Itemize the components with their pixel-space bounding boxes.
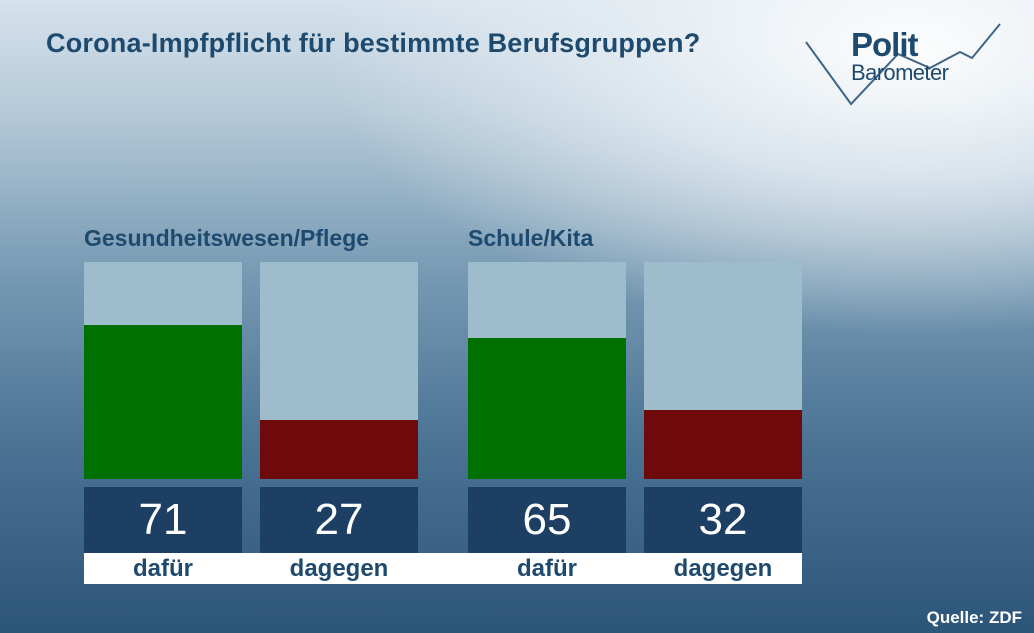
category-label-gesundheit-dafuer: dafür (133, 555, 193, 582)
value-label-schule-dagegen: 32 (644, 487, 802, 553)
logo-zigzag-icon (805, 23, 1001, 106)
bar-track (644, 262, 802, 479)
category-label-schule-dafuer: dafür (517, 555, 577, 582)
value-label-schule-dafuer: 65 (468, 487, 626, 553)
source-note: Quelle: ZDF (926, 608, 1022, 627)
category-label-schule-dagegen: dagegen (673, 555, 773, 582)
logo-polit-text: Polit (851, 26, 918, 63)
group-label-gesundheit: Gesundheitswesen/Pflege (84, 225, 370, 251)
group-label-schule: Schule/Kita (468, 225, 594, 251)
politbarometer-logo: Polit Barometer (800, 18, 1005, 110)
value-label-gesundheit-dafuer: 71 (84, 487, 242, 553)
bar-track (468, 262, 626, 479)
bar-track (84, 262, 242, 479)
bar-fill-schule-dafuer (468, 337, 626, 479)
bar-fill-gesundheit-dafuer (84, 324, 242, 479)
category-label-strip (84, 553, 802, 584)
chart-title: Corona-Impfpflicht für bestimmte Berufsg… (46, 28, 701, 58)
category-label-gesundheit-dagegen: dagegen (289, 555, 389, 582)
bar-fill-schule-dagegen (644, 409, 802, 479)
value-label-gesundheit-dagegen: 27 (260, 487, 418, 553)
bar-fill-gesundheit-dagegen (260, 420, 418, 479)
logo-barometer-text: Barometer (851, 60, 949, 85)
bar-track (260, 262, 418, 479)
